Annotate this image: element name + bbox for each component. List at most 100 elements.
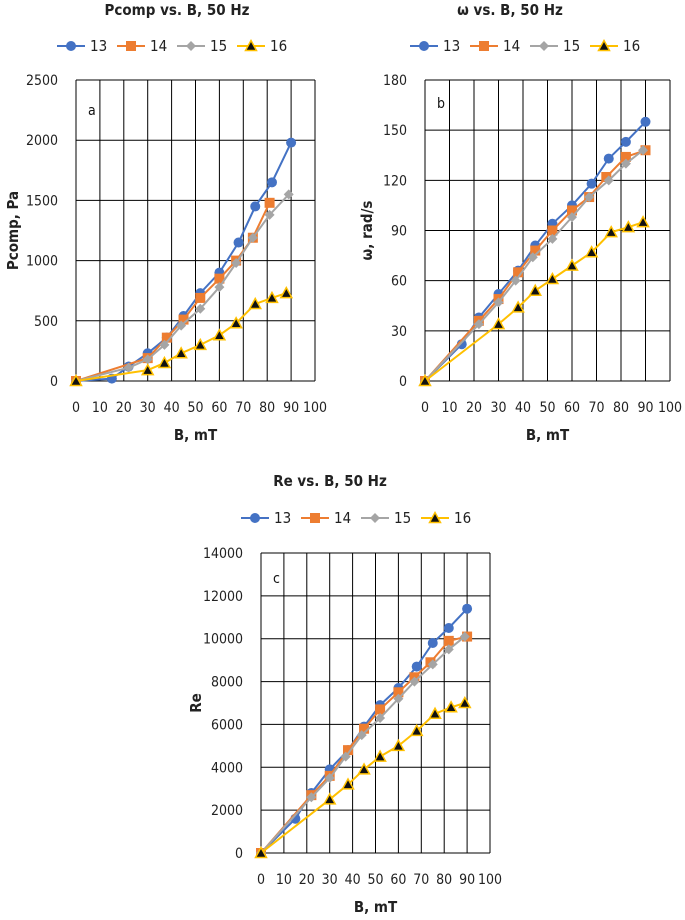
y-tick-label: 2000 <box>211 803 243 819</box>
y-tick-label: 60 <box>391 274 407 290</box>
series-line-16 <box>424 221 644 382</box>
legend-marker-14 <box>310 513 320 523</box>
data-point-13 <box>640 116 651 127</box>
data-point-14 <box>178 314 189 325</box>
legend-label-14: 14 <box>150 37 167 55</box>
x-tick-label: 0 <box>257 872 265 888</box>
panel-label: b <box>437 96 445 112</box>
data-point-15 <box>306 792 317 803</box>
legend-marker-15 <box>539 41 549 51</box>
data-point-13 <box>620 136 631 147</box>
legend-label-14: 14 <box>334 509 351 527</box>
data-point-15 <box>340 751 351 762</box>
data-point-14 <box>161 332 172 343</box>
series-16 <box>418 215 650 387</box>
data-point-14 <box>214 273 225 284</box>
legend-marker-13 <box>66 41 76 51</box>
data-point-15 <box>123 362 134 373</box>
data-point-14 <box>601 171 612 182</box>
series-line-15 <box>424 149 644 382</box>
data-point-14 <box>530 245 541 256</box>
legend-label-15: 15 <box>563 37 580 55</box>
data-point-16 <box>428 706 442 719</box>
data-point-16 <box>229 316 243 329</box>
data-point-15 <box>142 354 153 365</box>
x-tick-label: 40 <box>345 872 361 888</box>
data-point-15 <box>473 319 484 330</box>
chart-title: ω vs. B, 50 Hz <box>457 1 563 19</box>
data-point-16 <box>254 845 268 859</box>
data-point-15 <box>620 158 631 169</box>
data-point-16 <box>341 777 355 790</box>
legend-label-16: 16 <box>623 37 640 55</box>
data-point-16 <box>409 723 424 737</box>
data-point-15 <box>231 258 242 269</box>
data-point-14 <box>547 225 558 236</box>
data-point-15 <box>195 303 206 314</box>
legend-marker-14 <box>126 41 136 51</box>
data-point-14 <box>264 197 275 208</box>
x-tick-label: 30 <box>322 872 338 888</box>
data-point-13 <box>427 638 438 648</box>
x-tick-label: 50 <box>367 872 383 888</box>
series-line-16 <box>260 702 466 854</box>
series-15 <box>256 631 470 858</box>
data-point-16 <box>545 271 560 285</box>
data-point-16 <box>69 373 83 387</box>
legend-label-13: 13 <box>274 509 291 527</box>
legend-label-13: 13 <box>443 37 460 55</box>
y-tick-label: 90 <box>391 224 407 240</box>
data-point-16 <box>458 695 472 709</box>
data-point-15 <box>527 252 538 263</box>
data-point-16 <box>157 355 172 369</box>
y-tick-label: 6000 <box>211 717 243 733</box>
y-tick-label: 1000 <box>26 254 58 270</box>
data-point-16 <box>444 700 458 713</box>
x-tick-label: 0 <box>421 400 429 416</box>
legend-marker-15 <box>186 41 196 51</box>
y-tick-label: 0 <box>50 374 58 390</box>
data-point-16 <box>357 762 371 775</box>
x-axis-label: B, mT <box>174 426 218 444</box>
series-16 <box>254 695 472 859</box>
data-point-15 <box>427 659 438 670</box>
data-point-15 <box>356 730 367 741</box>
data-point-13 <box>586 178 597 189</box>
legend-label-16: 16 <box>270 37 287 55</box>
data-point-16 <box>528 283 543 296</box>
x-tick-label: 70 <box>413 872 429 888</box>
data-point-14 <box>343 745 354 756</box>
series-line-15 <box>260 635 466 854</box>
x-tick-label: 100 <box>303 400 327 416</box>
x-tick-label: 90 <box>459 872 475 888</box>
y-tick-label: 150 <box>383 123 407 139</box>
chart-title: Pcomp vs. B, 50 Hz <box>105 1 250 19</box>
legend-marker-16 <box>597 38 611 52</box>
data-point-15 <box>510 275 521 286</box>
series-line-16 <box>75 292 287 382</box>
series-13 <box>71 137 297 386</box>
data-point-14 <box>359 723 370 734</box>
data-point-13 <box>603 153 614 164</box>
y-tick-label: 0 <box>235 846 243 862</box>
data-point-15 <box>459 631 470 642</box>
data-point-16 <box>636 215 650 228</box>
y-axis-label: Pcomp, Pa <box>4 191 22 270</box>
y-tick-label: 2000 <box>26 133 58 149</box>
data-point-15 <box>375 713 386 723</box>
x-tick-label: 100 <box>478 872 502 888</box>
y-tick-label: 1500 <box>26 193 58 209</box>
data-point-13 <box>266 177 277 188</box>
y-axis-label: Re <box>187 693 205 713</box>
chart-b: ω vs. B, 50 Hz 13 14 15 16 0 10 20 30 40 50 60 70 80 9… <box>358 1 682 444</box>
x-tick-label: 70 <box>235 400 251 416</box>
data-point-16 <box>212 328 227 341</box>
x-tick-label: 60 <box>564 400 580 416</box>
x-tick-label: 30 <box>140 400 156 416</box>
data-point-13 <box>233 237 244 248</box>
legend-label-15: 15 <box>210 37 227 55</box>
data-point-14 <box>620 151 631 162</box>
data-point-15 <box>409 676 420 687</box>
data-point-14 <box>393 687 404 698</box>
data-point-15 <box>264 209 275 220</box>
